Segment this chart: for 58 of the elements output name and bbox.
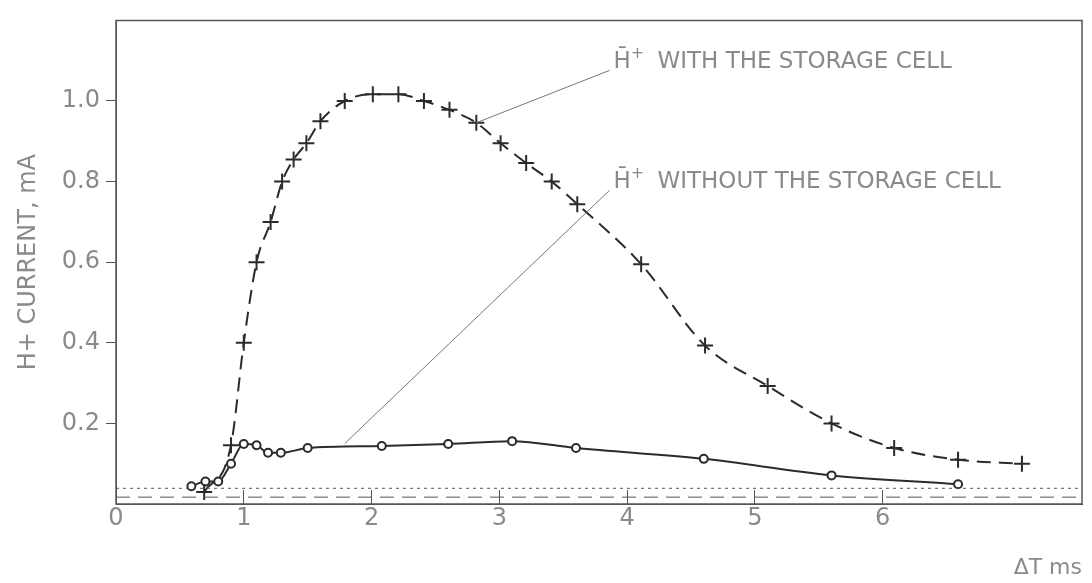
point [571,442,581,453]
x-tick-label: 5 [747,502,763,531]
point [213,476,224,487]
point [517,154,536,173]
x-tick-label: 4 [619,502,635,531]
point [222,436,240,455]
x-tick-label: 2 [363,502,380,531]
point [226,458,236,469]
point [1012,454,1031,473]
annotation: H̄+ WITHOUT THE STORAGE CELL [613,163,1002,194]
y-tick-label: 0.2 [61,407,100,436]
point [491,134,510,153]
point [826,470,837,481]
point [822,414,841,433]
point [200,476,211,487]
point [273,172,292,191]
point [443,438,454,449]
point [758,376,777,395]
point [507,436,518,447]
point [698,453,709,464]
x-tick-label: 3 [491,502,507,531]
point [263,447,274,458]
point [949,450,968,469]
point [440,100,459,119]
x-tick-label: 0 [108,502,124,531]
point [885,438,904,457]
point [414,92,433,110]
y-tick-label: 1.0 [61,85,100,114]
point [953,479,964,490]
point [251,440,262,451]
point [568,195,587,214]
point [238,438,249,449]
point [261,212,280,231]
x-axis-title: ΔT ms [1013,554,1082,579]
point [234,333,253,352]
point [335,92,354,110]
x-tick-label: 1 [236,502,252,531]
point [302,442,313,453]
point [542,172,561,191]
point [632,255,651,274]
point [363,85,382,104]
point [247,253,266,272]
y-axis-title: H+ CURRENT, mA [12,153,41,371]
x-tick-label: 6 [875,502,891,531]
point [275,447,286,458]
y-tick-label: 0.4 [61,327,100,356]
point [376,440,387,451]
point [389,85,408,104]
y-tick-label: 0.8 [61,165,100,194]
point [186,481,197,492]
point [696,336,715,355]
point [297,134,316,153]
point [284,150,303,169]
point [195,482,214,501]
annotation: H̄+ WITH THE STORAGE CELL [613,43,953,74]
y-tick-label: 0.6 [61,246,100,275]
point [467,113,486,132]
point [311,112,330,131]
